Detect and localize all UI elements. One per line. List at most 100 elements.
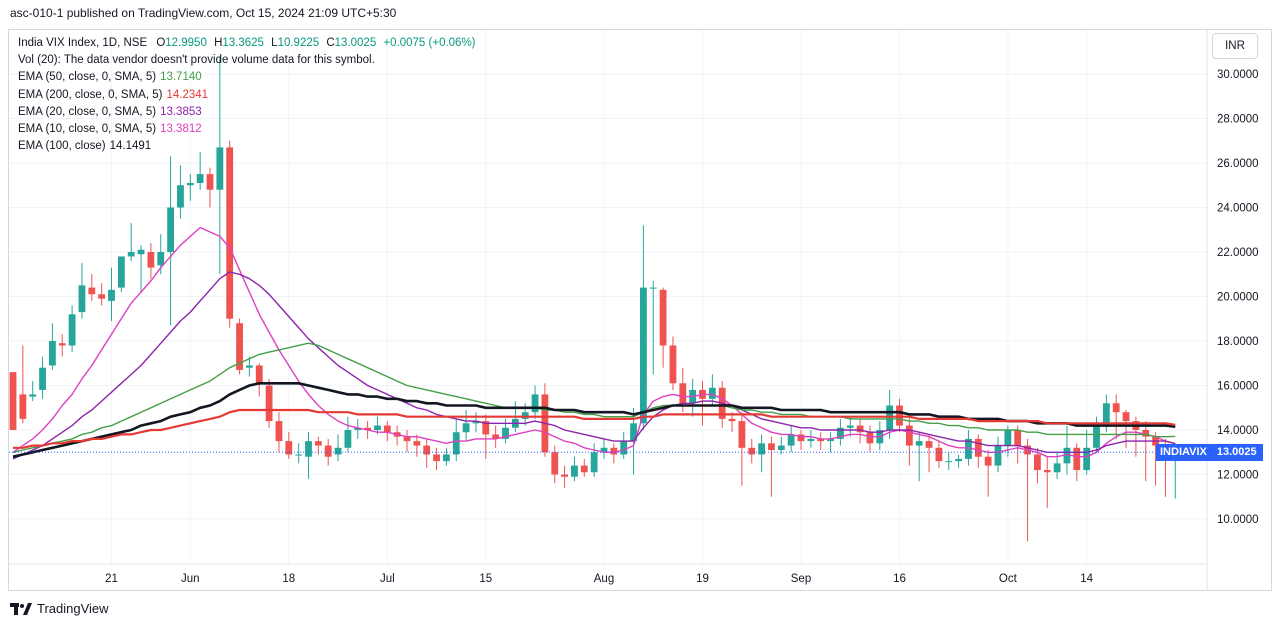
x-tick-label: 15 [479,573,492,585]
x-tick-label: 19 [696,573,709,585]
ema-line [12,226,1176,458]
candle-body [856,425,864,433]
ema-line [12,271,1176,460]
candle-body [827,438,834,442]
candle-body [58,343,66,346]
legend-ema10-row[interactable]: EMA (10, close, 0, SMA, 5) 13.3812 [18,121,476,138]
candle-body [314,441,322,446]
candle-body [275,421,283,442]
candle-body [98,294,106,299]
y-tick-label: 30.0000 [1217,69,1259,81]
y-tick-label: 22.0000 [1217,247,1259,259]
y-tick-label: 20.0000 [1217,292,1259,304]
ema-value: 13.3812 [160,123,202,136]
last-price-badge: INDIAVIX 13.0025 [1156,443,1263,461]
currency-button[interactable]: INR [1212,33,1258,59]
candle-body [452,432,460,455]
candle-body [777,445,785,451]
candle-body [255,365,263,384]
candle-body [817,438,825,442]
candle-body [974,438,982,457]
candle-body [305,441,312,457]
candle-body [206,174,214,190]
ohlc-close-label: C [326,37,335,49]
ema-label: EMA (20, close, 0, SMA, 5) [18,105,157,118]
candle-body [502,427,509,439]
legend-symbol-title: India VIX Index, 1D, NSE [18,37,148,49]
candle-body [157,252,165,266]
candle-body [226,147,234,319]
candle-body [600,447,608,453]
candle-body [905,425,913,446]
x-tick-label: Sep [791,573,811,585]
ohlc-low: 10.9225 [277,37,320,49]
ema-line [13,408,1176,449]
x-tick-label: 14 [1080,573,1093,585]
candle-body [1122,412,1130,422]
candle-body [837,427,844,439]
legend-ema100-row[interactable]: EMA (100, close) 14.1491 [18,138,476,155]
candle-body [649,287,657,289]
candle-body [1034,454,1041,471]
ema-value: 14.2341 [166,88,209,101]
candle-body [433,454,440,462]
legend-ema20-row[interactable]: EMA (20, close, 0, SMA, 5) 13.3853 [18,104,476,121]
x-tick-label: Jul [380,573,395,585]
candle-body [1014,430,1022,446]
ohlc-close: 13.0025 [334,37,377,49]
candle-body [39,367,46,390]
legend-ema200-row[interactable]: EMA (200, close, 0, SMA, 5) 14.2341 [18,87,476,104]
badge-price: 13.0025 [1210,443,1263,461]
candle-body [108,289,115,301]
legend-volume-row[interactable]: Vol (20): The data vendor doesn't provid… [18,54,375,67]
candle-body [955,458,962,462]
candle-body [768,443,775,451]
chart-legend: India VIX Index, 1D, NSE O12.9950 H13.36… [18,35,476,155]
candle-body [295,454,303,456]
candle-body [708,387,716,399]
candle-body [344,430,352,448]
candle-body [334,447,342,455]
candle-body [561,474,568,477]
candle-body [19,394,27,419]
candle-body [994,445,1002,466]
x-tick-label: Oct [999,573,1018,585]
candle-body [797,434,805,442]
candle-body [758,443,765,455]
ema-value: 14.1491 [109,140,152,153]
candle-body [1043,470,1051,473]
candle-body [620,441,628,455]
candle-body [679,383,687,404]
candle-body [403,436,411,442]
candle-body [965,438,972,459]
candle-body [137,249,145,255]
candle-body [354,427,362,430]
legend-ohlc-row[interactable]: India VIX Index, 1D, NSE O12.9950 H13.36… [18,35,476,52]
x-tick-label: 18 [282,573,295,585]
candle-body [846,425,854,428]
x-tick-label: 21 [105,573,118,585]
candle-body [531,394,539,413]
footer-brand-label: TradingView [37,601,109,616]
candle-body [1142,430,1150,437]
ema-value: 13.7140 [160,71,202,84]
ema-line [12,342,1176,453]
y-tick-label: 18.0000 [1217,336,1259,348]
candle-body [728,418,736,422]
candle-body [945,461,953,463]
candle-body [324,445,332,457]
footer-brand[interactable]: TradingView [10,601,109,616]
x-tick-label: Jun [181,573,200,585]
legend-ema50-row[interactable]: EMA (50, close, 0, SMA, 5) 13.7140 [18,69,476,86]
candle-body [177,185,184,208]
candle-body [127,252,135,257]
candle-body [68,314,76,346]
ema-label: EMA (100, close) [18,140,106,153]
candle-body [580,465,588,473]
candle-body [492,434,500,439]
candle-body [925,441,933,448]
candle-body [49,341,56,366]
candle-body [610,447,618,455]
candle-body [669,345,677,384]
